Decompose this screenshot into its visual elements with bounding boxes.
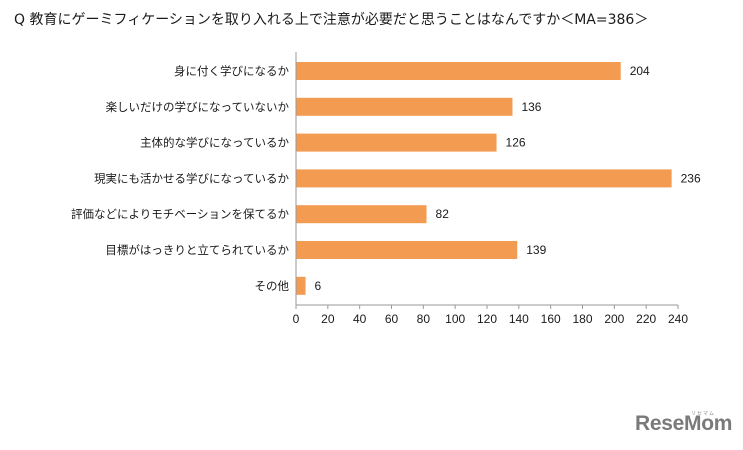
x-tick-label: 160 — [541, 312, 561, 326]
data-label: 136 — [521, 100, 541, 114]
logo-subtext: リセマム — [691, 411, 716, 417]
category-label: 主体的な学びになっているか — [140, 136, 289, 150]
resemom-logo: ReseMom リセマム — [635, 411, 735, 442]
x-tick-label: 240 — [668, 312, 688, 326]
category-label: その他 — [255, 279, 290, 293]
bar — [296, 133, 497, 152]
bar — [296, 241, 518, 259]
data-label: 6 — [315, 279, 322, 293]
category-labels: 身に付く学びになるか楽しいだけの学びになっていないか主体的な学びになっているか現… — [71, 64, 290, 293]
category-label: 身に付く学びになるか — [174, 64, 289, 78]
data-label: 82 — [436, 207, 450, 221]
x-tick-label: 60 — [385, 312, 399, 326]
category-label: 目標がはっきりと立てられているか — [105, 243, 289, 257]
bar — [296, 205, 427, 224]
x-tick-label: 40 — [353, 312, 367, 326]
x-tick-label: 120 — [477, 312, 497, 326]
x-tick-label: 220 — [636, 312, 656, 326]
data-label: 139 — [526, 243, 546, 257]
x-tick-label: 20 — [321, 312, 335, 326]
value-labels: 204 136 126 236 82 139 6 — [315, 64, 701, 293]
data-label: 204 — [630, 64, 650, 78]
category-label: 楽しいだけの学びになっていないか — [106, 100, 290, 114]
x-tick-label: 80 — [417, 312, 431, 326]
data-label: 126 — [506, 136, 526, 150]
category-label: 評価などによりモチベーションを保てるか — [71, 207, 290, 221]
logo-text: ReseMom — [635, 412, 733, 435]
x-tick-label: 140 — [509, 312, 529, 326]
bar — [296, 169, 672, 188]
x-tick-label: 180 — [572, 312, 592, 326]
bar — [296, 62, 621, 80]
x-tick-label: 100 — [445, 312, 465, 326]
bars — [296, 62, 672, 295]
bar — [296, 276, 306, 295]
data-label: 236 — [681, 171, 701, 185]
x-tick-label: 200 — [604, 312, 624, 326]
x-axis-ticks: 0 20 40 60 80 100 120 140 160 180 200 220 240 — [293, 305, 688, 326]
bar — [296, 97, 513, 116]
x-tick-label: 0 — [293, 312, 300, 326]
chart-title: Q 教育にゲーミフィケーションを取り入れる上で注意が必要だと思うことはなんですか… — [14, 12, 649, 28]
category-label: 現実にも活かせる学びになっているか — [94, 171, 289, 185]
